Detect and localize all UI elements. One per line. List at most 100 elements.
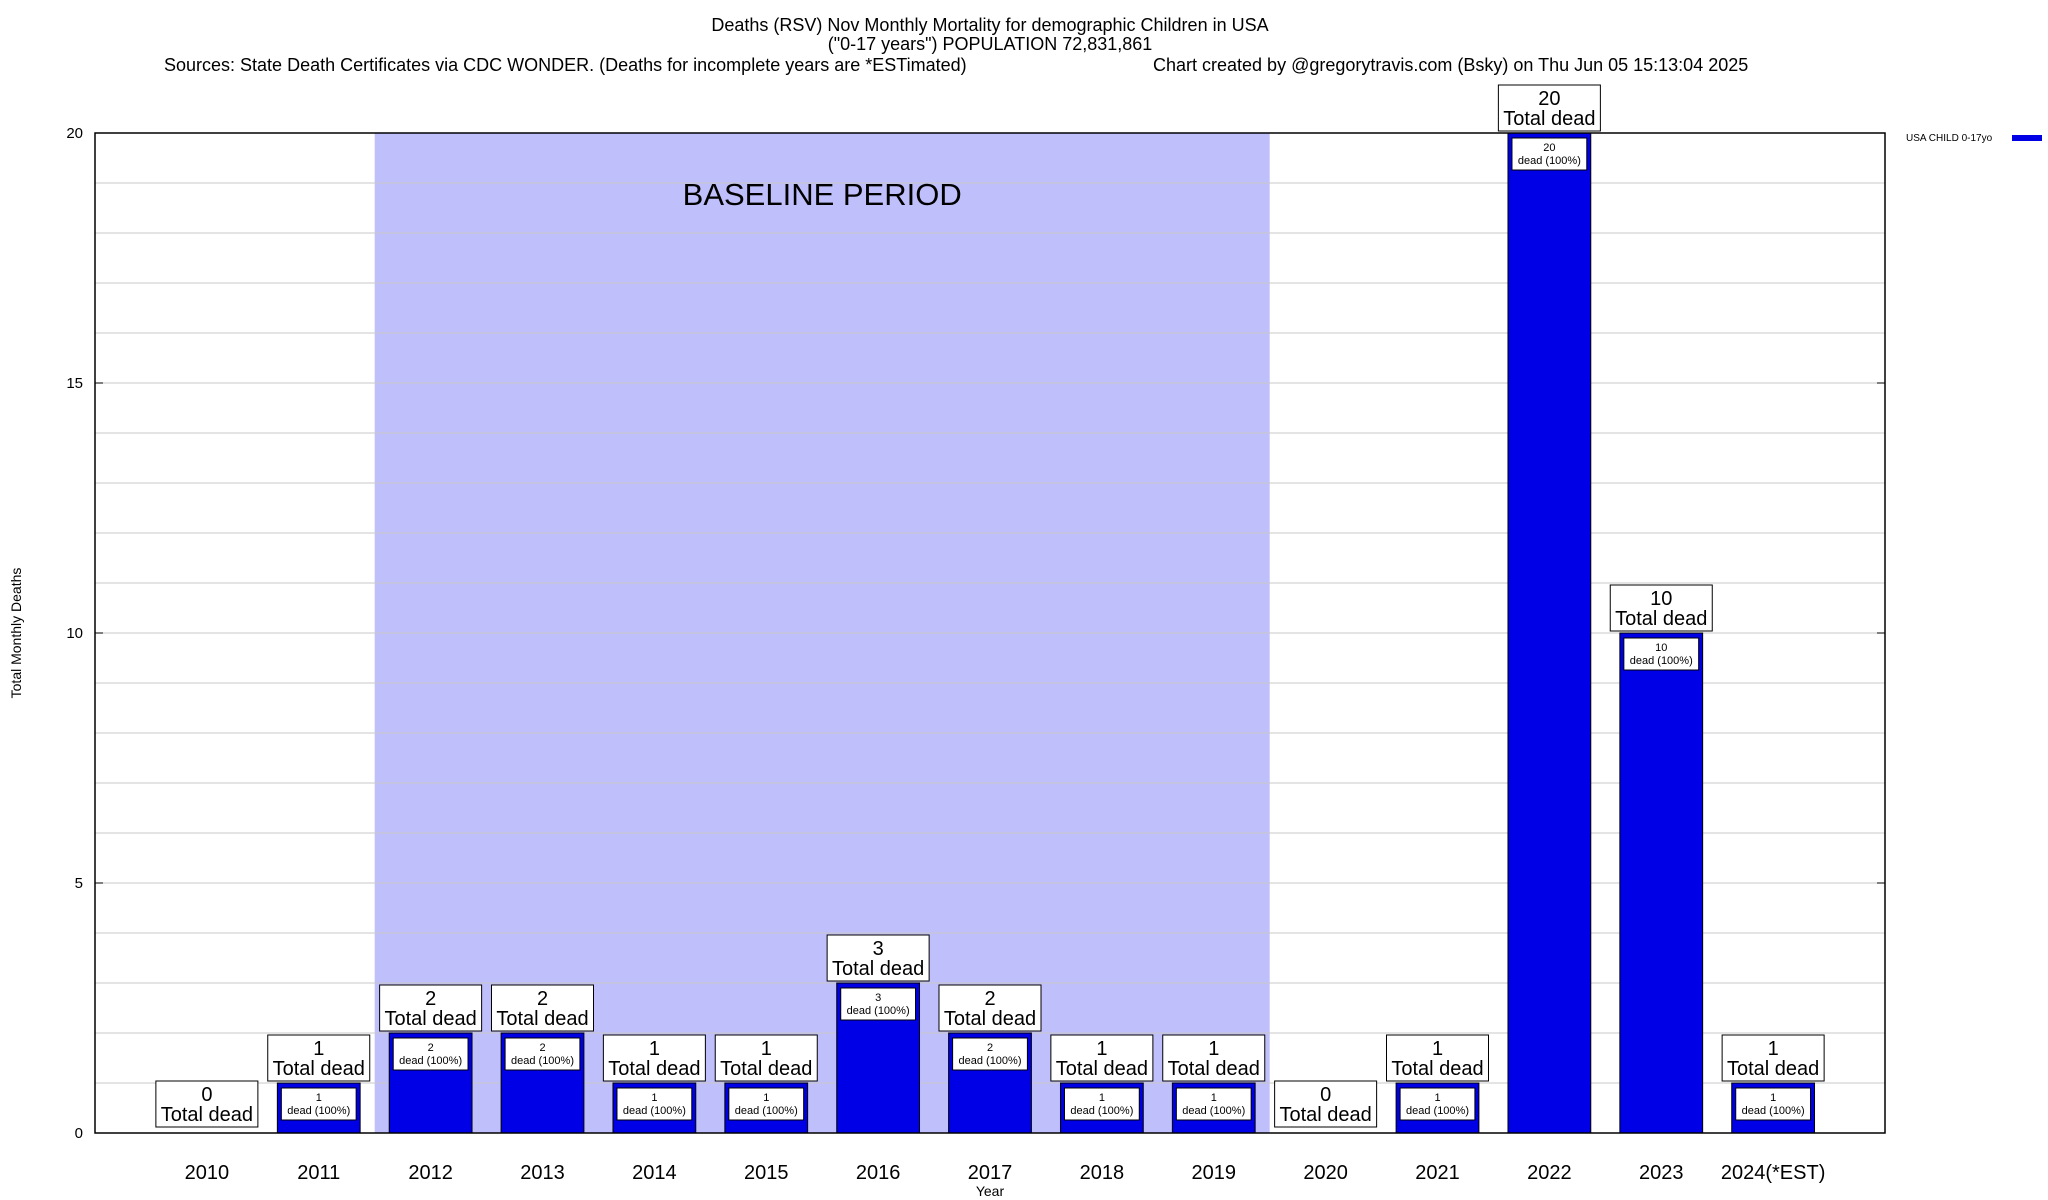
x-tick-label: 2013 [520, 1162, 565, 1184]
total-label: Total dead [273, 1058, 365, 1080]
x-tick-label: 2024(*EST) [1721, 1162, 1826, 1184]
bar-inner-label: dead (100%) [1182, 1105, 1245, 1117]
x-tick-label: 2020 [1303, 1162, 1348, 1184]
bar-inner-value: 1 [1211, 1092, 1217, 1104]
bar-inner-label-box [1735, 1087, 1812, 1121]
total-label: Total dead [1727, 1058, 1819, 1080]
bar-inner-label: dead (100%) [1406, 1105, 1469, 1117]
bar-inner-label-box [504, 1037, 581, 1071]
chart-credit: Chart created by @gregorytravis.com (Bsk… [1153, 55, 1748, 75]
total-label-box [267, 1034, 371, 1082]
bar-inner-label: dead (100%) [1518, 155, 1581, 167]
x-tick-label: 2018 [1080, 1162, 1125, 1184]
total-label: Total dead [944, 1008, 1036, 1030]
x-tick-label: 2016 [856, 1162, 901, 1184]
total-label: Total dead [608, 1058, 700, 1080]
bar-inner-label-box [392, 1037, 469, 1071]
legend-label: USA CHILD 0-17yo [1906, 133, 1993, 144]
bar-inner-label: dead (100%) [399, 1055, 462, 1067]
x-tick-label: 2015 [744, 1162, 789, 1184]
bar-inner-label: dead (100%) [511, 1055, 574, 1067]
bar-inner-label-box [1511, 137, 1588, 171]
total-label: Total dead [720, 1058, 812, 1080]
y-tick-label: 10 [66, 625, 83, 642]
x-axis-label: Year [976, 1183, 1005, 1199]
y-tick-label: 20 [66, 125, 83, 142]
chart-title-line-2: ("0-17 years") POPULATION 72,831,861 [828, 34, 1153, 54]
bar-inner-value: 1 [651, 1092, 657, 1104]
x-tick-label: 2014 [632, 1162, 677, 1184]
x-tick-label: 2023 [1639, 1162, 1684, 1184]
total-value: 2 [984, 988, 995, 1010]
bar-inner-value: 1 [316, 1092, 322, 1104]
bar-inner-label-box [280, 1087, 357, 1121]
total-label-box [1497, 84, 1601, 132]
total-label-box [1609, 584, 1713, 632]
bar-inner-value: 1 [1434, 1092, 1440, 1104]
total-label: Total dead [496, 1008, 588, 1030]
total-label: Total dead [1391, 1058, 1483, 1080]
legend-swatch [2012, 135, 2042, 141]
x-axis-ticks: 2010 2011 2012 2013 2014 2015 2016 2017 2018 2019… [185, 1162, 1826, 1184]
x-tick-label: 2010 [185, 1162, 230, 1184]
y-tick-label: 0 [75, 1125, 83, 1142]
total-value: 1 [1208, 1038, 1219, 1060]
bar-inner-value: 3 [875, 992, 881, 1004]
y-axis-label: Total Monthly Deaths [8, 568, 24, 699]
bar-inner-label-box [1175, 1087, 1252, 1121]
bar-inner-value: 1 [1099, 1092, 1105, 1104]
total-value: 1 [761, 1038, 772, 1060]
bar-inner-label: dead (100%) [287, 1105, 350, 1117]
total-label: Total dead [1615, 608, 1707, 630]
total-label-box [1162, 1034, 1266, 1082]
x-tick-label: 2021 [1415, 1162, 1460, 1184]
total-label-box [1721, 1034, 1825, 1082]
x-tick-label: 2012 [408, 1162, 453, 1184]
total-label-box [155, 1080, 259, 1128]
total-label: Total dead [1056, 1058, 1148, 1080]
total-value: 10 [1650, 588, 1672, 610]
total-label-box [938, 984, 1042, 1032]
y-tick-label: 5 [75, 875, 83, 892]
total-label: Total dead [1168, 1058, 1260, 1080]
total-value: 1 [313, 1038, 324, 1060]
bar-inner-value: 10 [1655, 642, 1667, 654]
x-tick-label: 2017 [968, 1162, 1013, 1184]
y-tick-label: 15 [66, 375, 83, 392]
bar-inner-label-box [616, 1087, 693, 1121]
bar-inner-label-box [1399, 1087, 1476, 1121]
x-tick-label: 2019 [1192, 1162, 1237, 1184]
total-label-box [714, 1034, 818, 1082]
x-tick-label: 2022 [1527, 1162, 1572, 1184]
bar-inner-label: dead (100%) [1630, 655, 1693, 667]
plot-frame [94, 132, 1886, 1134]
chart-sources: Sources: State Death Certificates via CD… [164, 55, 967, 75]
total-value: 1 [1768, 1038, 1779, 1060]
x-tick-label: 2011 [297, 1162, 340, 1184]
bar-inner-value: 1 [1770, 1092, 1776, 1104]
total-label-box [1050, 1034, 1154, 1082]
total-value: 1 [649, 1038, 660, 1060]
bar-inner-label: dead (100%) [623, 1105, 686, 1117]
baseline-period-label: BASELINE PERIOD [683, 177, 962, 212]
bar-inner-label-box [840, 987, 917, 1021]
total-value: 20 [1538, 88, 1560, 110]
bar-inner-label-box [1623, 637, 1700, 671]
total-value: 0 [201, 1084, 212, 1106]
total-label: Total dead [161, 1104, 253, 1126]
bar-inner-value: 1 [763, 1092, 769, 1104]
bar-inner-label-box [1063, 1087, 1140, 1121]
total-value: 2 [537, 988, 548, 1010]
total-value: 2 [425, 988, 436, 1010]
bar-inner-label: dead (100%) [847, 1005, 910, 1017]
total-label: Total dead [1503, 108, 1595, 130]
bar-inner-label: dead (100%) [1070, 1105, 1133, 1117]
total-value: 3 [873, 938, 884, 960]
total-label: Total dead [384, 1008, 476, 1030]
total-label: Total dead [1279, 1104, 1371, 1126]
bar-inner-label: dead (100%) [1742, 1105, 1805, 1117]
total-value: 1 [1096, 1038, 1107, 1060]
bar-inner-label-box [728, 1087, 805, 1121]
